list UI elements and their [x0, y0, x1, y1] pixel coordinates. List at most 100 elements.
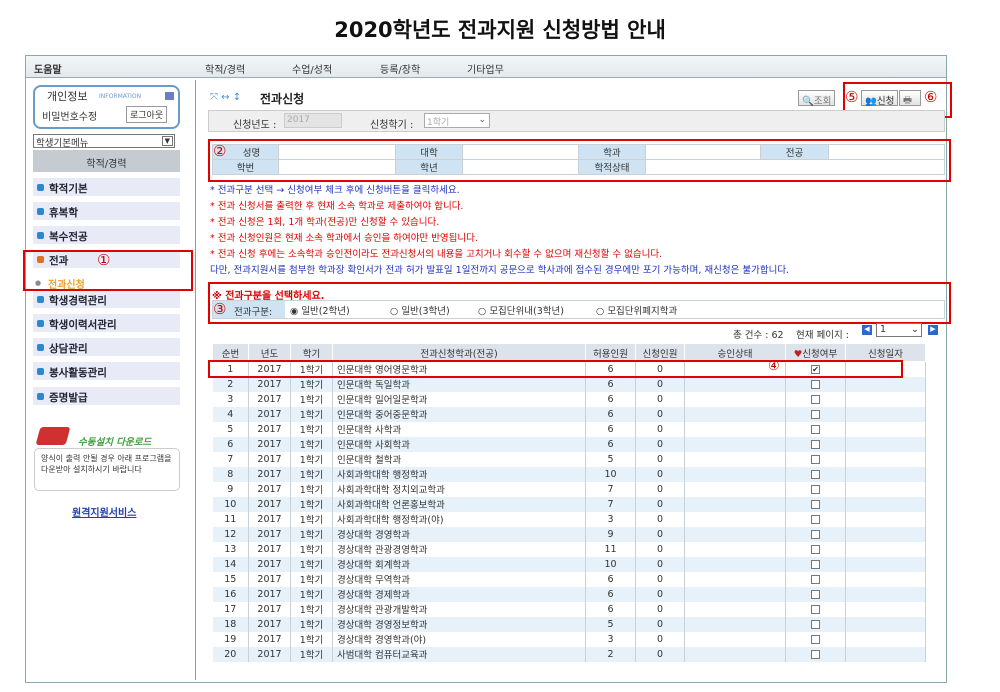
table-row[interactable]: 15 2017 1학기 경상대학 무역학과 6 0 — [212, 571, 926, 587]
term-select[interactable]: 1학기 ⌄ — [424, 113, 490, 128]
applicants-cell: 0 — [635, 571, 685, 587]
apply-checkbox[interactable] — [811, 409, 820, 419]
apply-checkbox[interactable] — [811, 559, 820, 569]
year-cell: 2017 — [248, 586, 291, 602]
menu-registration[interactable]: 등록/장학 — [380, 65, 421, 76]
apply-date-cell — [845, 631, 926, 647]
apply-checkbox[interactable] — [811, 454, 820, 464]
apply-checkbox[interactable] — [811, 589, 820, 599]
sidebar-item-counsel[interactable]: 상담관리 — [33, 338, 180, 356]
table-row[interactable]: 16 2017 1학기 경상대학 경제학과 6 0 — [212, 586, 926, 602]
sidebar-item-double-major[interactable]: 복수전공 — [33, 226, 180, 244]
radio-icon: ○ — [478, 306, 490, 317]
approval-cell — [684, 616, 786, 632]
term-cell: 1학기 — [290, 511, 333, 527]
year-input[interactable]: 2017 — [284, 113, 342, 128]
sidebar — [30, 80, 196, 680]
page-select[interactable]: 1 ⌄ — [876, 323, 922, 337]
table-row[interactable]: 5 2017 1학기 인문대학 사학과 6 0 — [212, 421, 926, 437]
change-password-link[interactable]: 비밀번호수정 — [42, 112, 98, 123]
sidebar-item-transfer[interactable]: 전과 — [33, 250, 180, 268]
apply-checkbox[interactable] — [811, 619, 820, 629]
department-cell: 인문대학 사회학과 — [332, 436, 586, 452]
table-row[interactable]: 7 2017 1학기 인문대학 철학과 5 0 — [212, 451, 926, 467]
table-row[interactable]: 6 2017 1학기 인문대학 사회학과 6 0 — [212, 436, 926, 452]
table-row[interactable]: 13 2017 1학기 경상대학 관광경영학과 11 0 — [212, 541, 926, 557]
year-cell: 2017 — [248, 631, 291, 647]
menu-help[interactable]: 도움말 — [34, 65, 62, 76]
table-row[interactable]: 19 2017 1학기 경상대학 경영학과(야) 3 0 — [212, 631, 926, 647]
apply-date-cell — [845, 406, 926, 422]
term-cell: 1학기 — [290, 496, 333, 512]
search-button[interactable]: 🔍조회 — [798, 90, 836, 107]
apply-checkbox-cell — [785, 421, 846, 437]
sidebar-item-basic[interactable]: 학적기본 — [33, 178, 180, 196]
table-row[interactable]: 17 2017 1학기 경상대학 관광개발학과 6 0 — [212, 601, 926, 617]
prev-page-icon[interactable]: ◀ — [862, 325, 872, 335]
apply-date-cell — [845, 376, 926, 392]
apply-checkbox[interactable] — [811, 634, 820, 644]
approval-cell — [684, 406, 786, 422]
apply-checkbox[interactable] — [811, 484, 820, 494]
apply-checkbox[interactable] — [811, 649, 820, 659]
apply-checkbox[interactable] — [811, 469, 820, 479]
table-row[interactable]: 4 2017 1학기 인문대학 중어중문학과 6 0 — [212, 406, 926, 422]
notice-line: * 전과 신청서를 출력한 후 현재 소속 학과로 제출하여야 합니다. — [210, 201, 464, 212]
apply-checkbox[interactable] — [811, 439, 820, 449]
table-row[interactable]: 1 2017 1학기 인문대학 영어영문학과 6 0 ✔ — [212, 361, 926, 377]
logout-button[interactable]: 로그아웃 — [126, 106, 168, 123]
menu-etc[interactable]: 기타업무 — [467, 65, 504, 76]
menu-academic[interactable]: 학적/경력 — [205, 65, 246, 76]
sidebar-item-resume[interactable]: 학생이력서관리 — [33, 314, 180, 332]
table-row[interactable]: 12 2017 1학기 경상대학 경영학과 9 0 — [212, 526, 926, 542]
apply-checkbox[interactable] — [811, 544, 820, 554]
sidebar-item-transfer-apply[interactable]: 전과신청 — [48, 280, 85, 291]
apply-checkbox[interactable]: ✔ — [811, 364, 820, 374]
year-cell: 2017 — [248, 361, 291, 377]
apply-checkbox[interactable] — [811, 394, 820, 404]
sidebar-item-volunteer[interactable]: 봉사활동관리 — [33, 362, 180, 380]
apply-checkbox[interactable] — [811, 574, 820, 584]
department-cell: 경상대학 경영학과 — [332, 526, 586, 542]
radio-type-1[interactable]: ◉ 일반(2학년) — [290, 306, 350, 317]
print-button[interactable]: 🖶 — [899, 90, 921, 106]
table-row[interactable]: 18 2017 1학기 경상대학 경영정보학과 5 0 — [212, 616, 926, 632]
table-row[interactable]: 20 2017 1학기 사범대학 컴퓨터교육과 2 0 — [212, 646, 926, 662]
table-row[interactable]: 3 2017 1학기 인문대학 일어일문학과 6 0 — [212, 391, 926, 407]
apply-checkbox[interactable] — [811, 499, 820, 509]
annotation-box-4 — [208, 360, 903, 378]
apply-checkbox[interactable] — [811, 604, 820, 614]
sidebar-item-leave[interactable]: 휴복학 — [33, 202, 180, 220]
apply-checkbox[interactable] — [811, 529, 820, 539]
menu-classes[interactable]: 수업/성적 — [292, 65, 333, 76]
apply-checkbox[interactable] — [811, 379, 820, 389]
table-row[interactable]: 9 2017 1학기 사회과학대학 정치외교학과 7 0 — [212, 481, 926, 497]
department-cell: 사범대학 컴퓨터교육과 — [332, 646, 586, 662]
radio-type-2[interactable]: ○ 일반(3학년) — [390, 306, 450, 317]
radio-type-4[interactable]: ○ 모집단위폐지학과 — [596, 306, 678, 317]
applicants-cell: 0 — [635, 526, 685, 542]
table-row[interactable]: 11 2017 1학기 사회과학대학 행정학과(야) 3 0 — [212, 511, 926, 527]
apply-button[interactable]: 👥신청 — [861, 90, 899, 107]
download-title[interactable]: 수동설치 다운로드 — [78, 437, 152, 448]
next-page-icon[interactable]: ▶ — [928, 325, 938, 335]
expand-icon[interactable]: ⤧ ↔ ↕ — [210, 92, 242, 103]
download-icon — [35, 427, 71, 445]
table-row[interactable]: 8 2017 1학기 사회과학대학 행정학과 10 0 — [212, 466, 926, 482]
page-title: 전과신청 — [260, 92, 305, 106]
radio-type-3[interactable]: ○ 모집단위내(3학년) — [478, 306, 564, 317]
menu-select[interactable]: 학생기본메뉴 ▼ — [33, 134, 175, 149]
sidebar-item-certificate[interactable]: 증명발급 — [33, 387, 180, 405]
bullet-icon — [37, 208, 44, 215]
apply-checkbox[interactable] — [811, 424, 820, 434]
apply-date-cell — [845, 436, 926, 452]
apply-checkbox[interactable] — [811, 514, 820, 524]
student-info-table: 성명 대학 학과 전공 학번 학년 학적상태 — [212, 144, 945, 175]
remote-support-link[interactable]: 원격지원서비스 — [72, 508, 137, 519]
seq-cell: 7 — [212, 451, 249, 467]
table-row[interactable]: 10 2017 1학기 사회과학대학 언론홍보학과 7 0 — [212, 496, 926, 512]
sidebar-item-career[interactable]: 학생경력관리 — [33, 290, 180, 308]
table-row[interactable]: 2 2017 1학기 인문대학 독일학과 6 0 — [212, 376, 926, 392]
table-row[interactable]: 14 2017 1학기 경상대학 회계학과 10 0 — [212, 556, 926, 572]
apply-checkbox-cell — [785, 391, 846, 407]
